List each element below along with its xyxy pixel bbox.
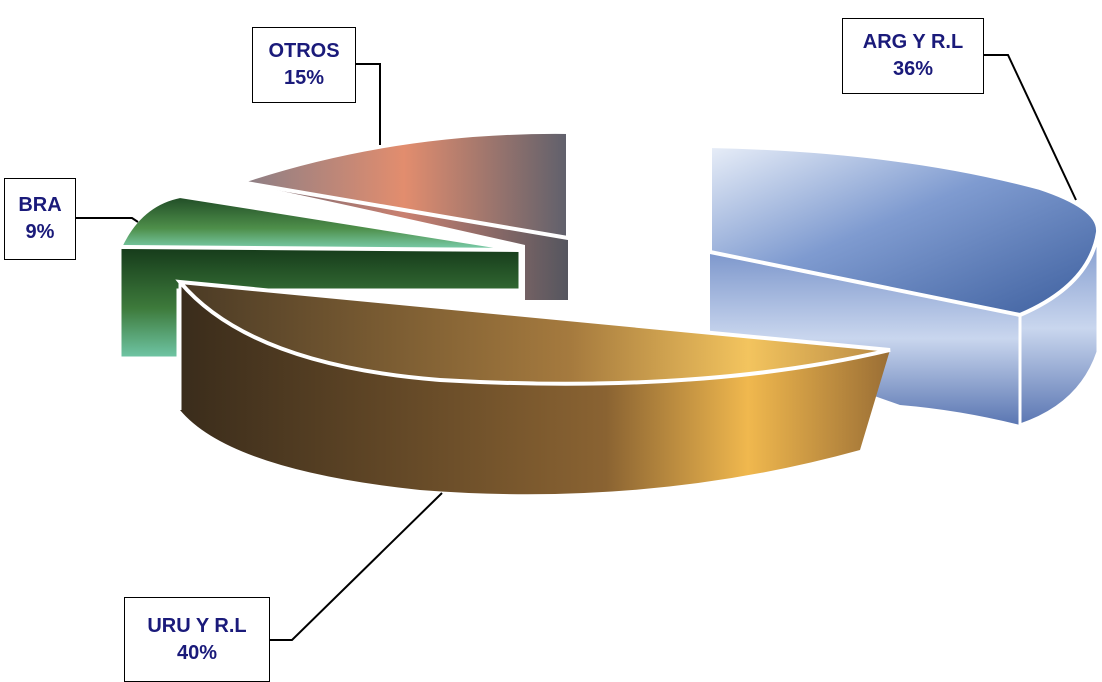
leader-line-uru <box>270 492 443 641</box>
pie-slice-uru <box>175 279 891 495</box>
pie-slice-arg <box>708 143 1101 428</box>
slice-label-otros: OTROS <box>268 40 340 62</box>
slice-value-arg: 36% <box>892 58 934 80</box>
data-label-arg: ARG Y R.L 36% <box>842 18 984 94</box>
slice-label-bra: BRA <box>18 194 62 216</box>
data-label-bra: BRA 9% <box>4 178 76 260</box>
slice-value-uru: 40% <box>176 641 218 664</box>
leader-line-otros <box>356 63 381 145</box>
slice-label-arg: ARG Y R.L <box>862 31 964 53</box>
pie-slice-bra <box>116 193 522 360</box>
leader-line-arg <box>984 54 1077 201</box>
pie-slice-otros <box>239 129 570 300</box>
leader-line-bra <box>76 217 139 223</box>
slice-value-bra: 9% <box>25 221 55 243</box>
data-label-uru: URU Y R.L 40% <box>124 597 270 682</box>
data-label-otros: OTROS 15% <box>252 27 356 103</box>
slice-label-uru: URU Y R.L <box>147 614 247 637</box>
slice-value-otros: 15% <box>283 67 325 89</box>
